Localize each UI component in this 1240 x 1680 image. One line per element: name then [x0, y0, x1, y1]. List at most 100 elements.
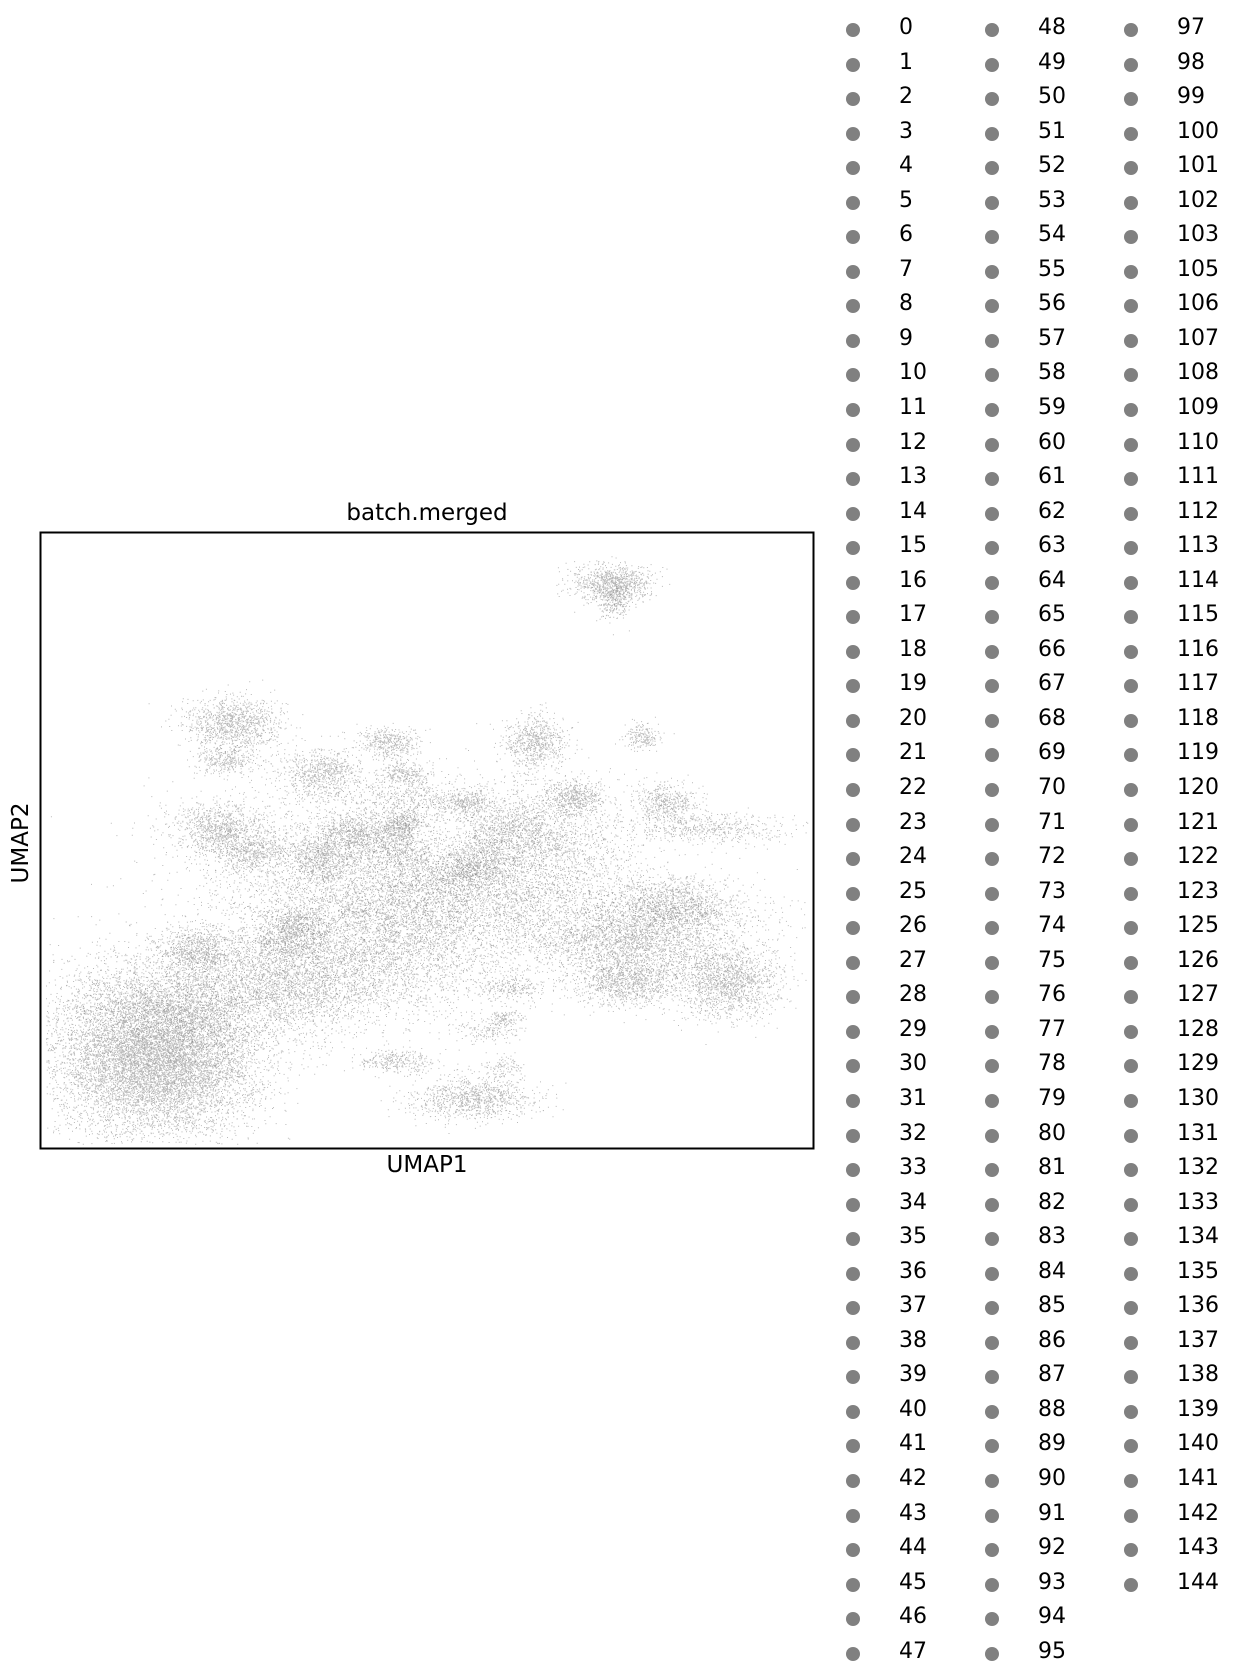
legend-label: 22 [899, 775, 927, 801]
legend-label: 119 [1177, 740, 1219, 766]
legend-marker-icon [985, 748, 999, 763]
legend-item: 139 [1124, 1394, 1240, 1429]
legend-item: 9 [846, 323, 986, 358]
legend-item: 46 [846, 1601, 986, 1636]
legend-marker-icon [985, 23, 999, 37]
legend-marker-icon [846, 644, 860, 659]
legend-marker-icon [846, 783, 860, 798]
legend-marker-icon [985, 610, 999, 625]
legend-label: 18 [899, 636, 927, 662]
legend-marker-icon [846, 161, 860, 176]
legend-marker-icon [985, 1370, 999, 1385]
legend-marker-icon [846, 1266, 860, 1281]
legend-marker-icon [846, 713, 860, 728]
legend-marker-icon [846, 1646, 860, 1661]
legend-marker-icon [1124, 921, 1138, 936]
legend-item: 136 [1124, 1290, 1240, 1325]
legend-marker-icon [846, 1404, 860, 1419]
legend-label: 21 [899, 740, 927, 766]
legend-item: 129 [1124, 1048, 1240, 1083]
legend-item: 63 [985, 530, 1125, 565]
legend-column: 48 49 50 51 52 53 54 55 56 57 58 59 60 61 62 63 64 65 66 67… [985, 12, 1125, 1670]
legend-label: 27 [899, 947, 927, 973]
legend-marker-icon [846, 1543, 860, 1558]
legend-marker-icon [985, 506, 999, 521]
point-cluster-41 [380, 1063, 567, 1134]
legend-item: 111 [1124, 461, 1240, 496]
legend-item: 0 [846, 12, 986, 47]
legend-item: 106 [1124, 288, 1240, 323]
legend-label: 49 [1038, 49, 1066, 75]
legend-label: 58 [1038, 360, 1066, 386]
legend-label: 128 [1177, 1016, 1219, 1042]
legend-label: 134 [1177, 1224, 1219, 1250]
legend-item: 47 [846, 1636, 986, 1671]
legend-label: 102 [1177, 187, 1219, 213]
legend-item: 120 [1124, 772, 1240, 807]
chart-title: batch.merged [346, 500, 508, 526]
legend-label: 105 [1177, 256, 1219, 282]
legend-marker-icon [985, 161, 999, 176]
legend-item: 140 [1124, 1428, 1240, 1463]
legend-item: 87 [985, 1359, 1125, 1394]
point-cluster-13 [613, 807, 809, 853]
legend-label: 15 [899, 533, 927, 559]
legend-label: 115 [1177, 602, 1219, 628]
legend-label: 66 [1038, 636, 1066, 662]
point-cluster-26 [187, 743, 277, 781]
legend-label: 79 [1038, 1085, 1066, 1111]
legend-label: 107 [1177, 325, 1219, 351]
point-cluster-8 [451, 886, 792, 1003]
legend-label: 109 [1177, 395, 1219, 421]
legend-label: 16 [899, 567, 927, 593]
legend-marker-icon [846, 1473, 860, 1488]
legend-item: 60 [985, 427, 1125, 462]
legend-label: 81 [1038, 1155, 1066, 1181]
legend-label: 14 [899, 498, 927, 524]
legend-label: 63 [1038, 533, 1066, 559]
legend-item: 135 [1124, 1256, 1240, 1291]
legend-column: 0 1 2 3 4 5 6 7 8 9 10 11 12 13 14 15 16 17 18 19 20 21 22 23 24… [846, 12, 986, 1670]
legend-marker-icon [1124, 1404, 1138, 1419]
point-cluster-7 [91, 813, 806, 988]
legend-marker-icon [846, 126, 860, 141]
legend-item: 114 [1124, 565, 1240, 600]
legend-label: 120 [1177, 775, 1219, 801]
legend-item: 77 [985, 1014, 1125, 1049]
legend-marker-icon [985, 817, 999, 832]
legend-item: 53 [985, 185, 1125, 220]
legend-marker-icon [985, 368, 999, 383]
point-cluster-39 [468, 971, 561, 1005]
legend-label: 92 [1038, 1535, 1066, 1561]
legend-item: 109 [1124, 392, 1240, 427]
legend-label: 99 [1177, 84, 1205, 110]
legend-item: 26 [846, 910, 986, 945]
legend-item: 113 [1124, 530, 1240, 565]
point-cluster-32 [301, 800, 412, 876]
legend-label: 112 [1177, 498, 1219, 524]
legend-marker-icon [1124, 437, 1138, 452]
point-cluster-21 [476, 702, 579, 785]
legend-marker-icon [846, 679, 860, 694]
legend-label: 12 [899, 429, 927, 455]
legend-item: 92 [985, 1532, 1125, 1567]
legend-marker-icon [846, 852, 860, 867]
legend-item: 90 [985, 1463, 1125, 1498]
legend-label: 75 [1038, 947, 1066, 973]
legend-label: 135 [1177, 1258, 1219, 1284]
legend-marker-icon [1124, 1059, 1138, 1074]
point-cluster-42 [351, 1046, 459, 1079]
legend-marker-icon [1124, 403, 1138, 418]
legend-item: 138 [1124, 1359, 1240, 1394]
legend-marker-icon [846, 886, 860, 901]
legend-label: 130 [1177, 1085, 1219, 1111]
legend-item: 127 [1124, 979, 1240, 1014]
legend-label: 42 [899, 1465, 927, 1491]
point-cluster-23 [556, 556, 671, 613]
legend-item: 79 [985, 1083, 1125, 1118]
legend-label: 94 [1038, 1604, 1066, 1630]
legend-item: 58 [985, 357, 1125, 392]
legend-item: 11 [846, 392, 986, 427]
legend-marker-icon [846, 1301, 860, 1316]
legend-marker-icon [1124, 541, 1138, 556]
